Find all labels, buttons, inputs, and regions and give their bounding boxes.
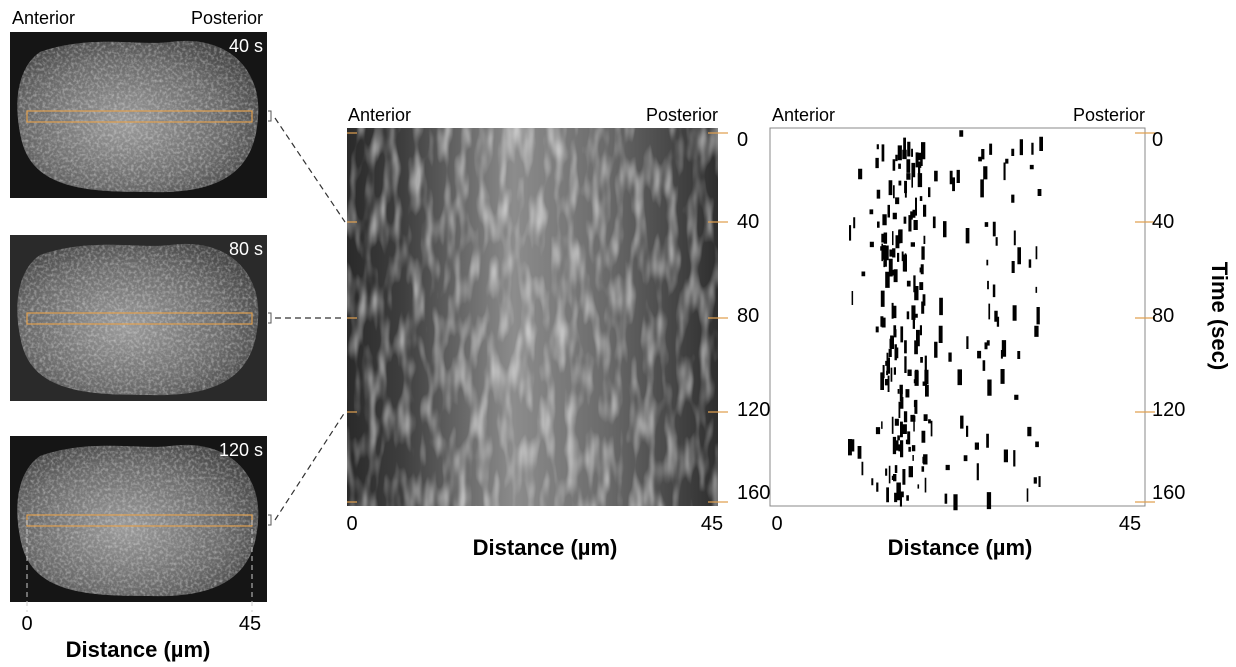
bracket <box>268 312 272 324</box>
embryo-texture <box>17 40 259 193</box>
y-tick-label: 0 <box>737 129 748 151</box>
time-label: 40 s <box>229 36 263 56</box>
line-scan-box <box>26 110 253 123</box>
range-lines <box>26 520 253 612</box>
posterior-label: Posterior <box>646 105 718 125</box>
x-axis-label: Distance (µm) <box>888 535 1033 560</box>
connector <box>274 117 346 223</box>
bracket <box>268 514 272 526</box>
y-tick-label: 120 <box>1152 399 1185 421</box>
anterior-label: Anterior <box>772 105 835 125</box>
anterior-label: Anterior <box>12 8 75 28</box>
embryo-frames: 40 s 80 s 120 s <box>10 32 272 602</box>
time-label: 120 s <box>219 440 263 460</box>
y-tick-label: 40 <box>737 211 759 233</box>
y-tick-label: 160 <box>1152 482 1185 504</box>
x-tick-label: 0 <box>771 513 782 535</box>
y-tick-label: 0 <box>1152 129 1163 151</box>
binary-blobs <box>848 130 1043 511</box>
binary-image <box>769 127 1146 507</box>
time-label: 80 s <box>229 239 263 259</box>
y-tick-label: 120 <box>737 399 770 421</box>
x-tick-label: 0 <box>346 513 357 535</box>
y-tick-label: 40 <box>1152 211 1174 233</box>
bracket <box>268 110 272 122</box>
kymograph-texture <box>347 128 718 506</box>
x-tick-label: 45 <box>701 513 723 535</box>
connectors <box>274 117 346 521</box>
embryo-texture <box>17 444 259 597</box>
y-tick-label: 160 <box>737 482 770 504</box>
x-tick-label: 45 <box>239 613 261 635</box>
x-axis-label: Distance (µm) <box>473 535 618 560</box>
posterior-label: Posterior <box>191 8 263 28</box>
y-tick-label: 80 <box>737 305 759 327</box>
line-scan-box <box>26 312 253 325</box>
x-axis-label: Distance (µm) <box>66 637 211 662</box>
embryo-texture <box>17 243 259 396</box>
y-tick-label: 80 <box>1152 305 1174 327</box>
x-tick-label: 0 <box>21 613 32 635</box>
connector <box>274 411 346 521</box>
anterior-label: Anterior <box>348 105 411 125</box>
y-axis-label: Time (sec) <box>1207 262 1232 370</box>
x-tick-label: 45 <box>1119 513 1141 535</box>
posterior-label: Posterior <box>1073 105 1145 125</box>
